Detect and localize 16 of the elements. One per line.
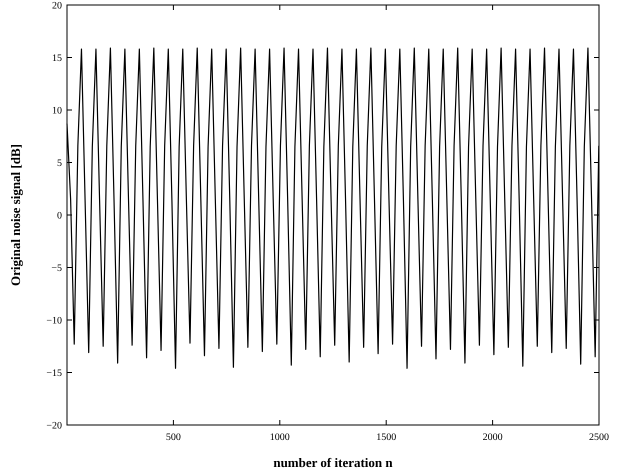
x-tick-label: 500 [166, 432, 181, 443]
y-tick-label: −15 [46, 368, 62, 379]
y-tick-label: 15 [52, 53, 62, 64]
y-tick-label: 20 [52, 0, 62, 12]
y-tick-label: −20 [46, 420, 62, 432]
x-tick-label: 2500 [589, 432, 609, 443]
x-tick-label: 1500 [376, 432, 396, 443]
x-axis-title: number of iteration n [273, 455, 394, 470]
x-tick-label: 1000 [270, 432, 290, 443]
y-axis-title: Original noise signal [dB] [8, 144, 23, 286]
y-tick-label: 5 [57, 158, 62, 169]
x-tick-label: 2000 [482, 432, 503, 443]
y-tick-label: 10 [52, 106, 62, 116]
y-tick-label: 0 [57, 210, 62, 222]
y-tick-label: −5 [51, 263, 62, 274]
y-tick-label: −10 [46, 316, 62, 326]
